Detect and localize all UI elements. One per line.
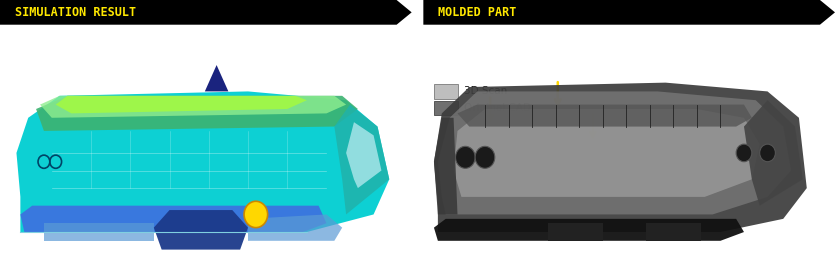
Polygon shape xyxy=(434,83,807,232)
Circle shape xyxy=(760,144,776,162)
Text: MOLDED PART: MOLDED PART xyxy=(438,6,517,19)
Polygon shape xyxy=(458,105,752,127)
Polygon shape xyxy=(154,210,248,250)
Polygon shape xyxy=(744,100,802,206)
Text: SIMULATION RESULT: SIMULATION RESULT xyxy=(15,6,136,19)
FancyBboxPatch shape xyxy=(434,84,458,99)
Polygon shape xyxy=(17,92,389,232)
Polygon shape xyxy=(434,118,458,214)
Polygon shape xyxy=(0,0,412,25)
Polygon shape xyxy=(438,92,791,214)
Polygon shape xyxy=(56,96,307,113)
Polygon shape xyxy=(434,219,744,241)
Polygon shape xyxy=(346,122,382,188)
Bar xyxy=(646,223,701,241)
Polygon shape xyxy=(44,223,154,241)
Circle shape xyxy=(736,144,752,162)
Polygon shape xyxy=(334,105,389,214)
Polygon shape xyxy=(248,214,342,241)
Polygon shape xyxy=(423,0,835,25)
Bar xyxy=(548,223,603,241)
Circle shape xyxy=(475,146,495,168)
Polygon shape xyxy=(205,65,229,92)
Circle shape xyxy=(456,146,475,168)
Polygon shape xyxy=(36,96,358,131)
Polygon shape xyxy=(40,96,346,118)
Circle shape xyxy=(244,201,267,228)
Text: Original CAD: Original CAD xyxy=(464,103,531,113)
Polygon shape xyxy=(453,109,760,197)
Text: 3D Scan: 3D Scan xyxy=(464,86,508,96)
FancyBboxPatch shape xyxy=(434,101,458,115)
Polygon shape xyxy=(20,206,326,232)
